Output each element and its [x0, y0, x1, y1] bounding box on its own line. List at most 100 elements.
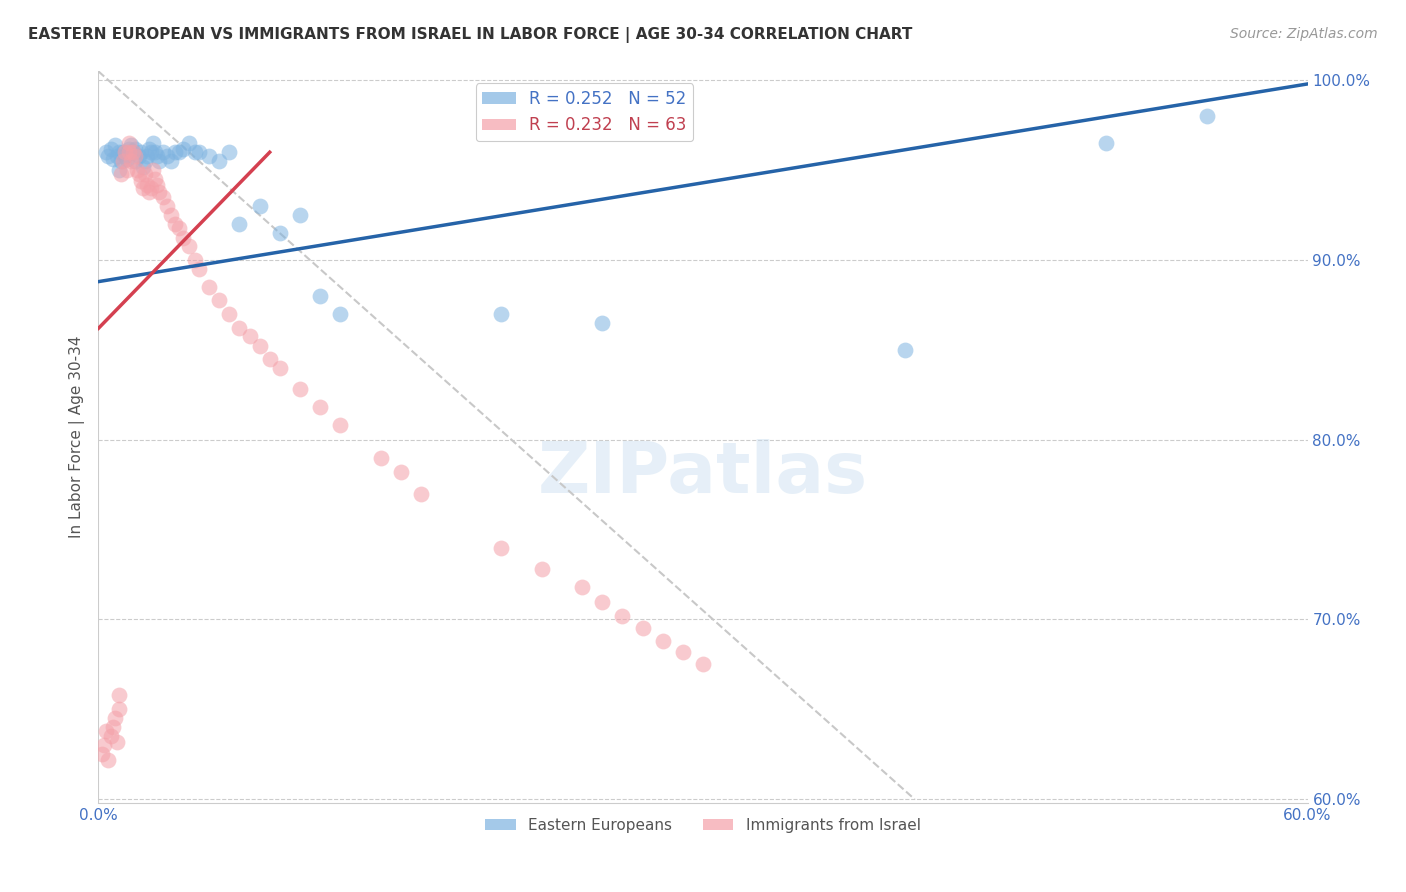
Point [107, 688, 129, 702]
Point [188, 145, 211, 160]
Point [118, 136, 141, 151]
Point [111, 154, 134, 169]
Point [218, 307, 240, 321]
Point [631, 622, 654, 636]
Point [152, 190, 174, 204]
Point [96, 723, 118, 738]
Point [135, 149, 157, 163]
Point [172, 142, 194, 156]
Point [134, 167, 156, 181]
Point [249, 199, 271, 213]
Point [167, 220, 190, 235]
Point [146, 178, 169, 192]
Point [591, 594, 613, 608]
Point [188, 262, 211, 277]
Point [91, 747, 114, 762]
Point [139, 181, 162, 195]
Point [105, 149, 128, 163]
Point [163, 145, 186, 160]
Point [218, 145, 240, 160]
Point [228, 217, 250, 231]
Point [107, 702, 129, 716]
Point [143, 145, 166, 160]
Point [179, 238, 201, 252]
Point [129, 174, 152, 188]
Point [179, 136, 201, 151]
Point [146, 149, 169, 163]
Point [208, 293, 231, 307]
Point [198, 149, 221, 163]
Point [672, 645, 695, 659]
Point [692, 657, 714, 672]
Point [370, 450, 392, 465]
Point [114, 145, 136, 160]
Point [409, 486, 432, 500]
Point [101, 153, 124, 167]
Point [103, 138, 125, 153]
Point [893, 343, 915, 357]
Point [138, 185, 160, 199]
Point [156, 149, 179, 163]
Point [208, 154, 231, 169]
Point [120, 154, 142, 169]
Point [118, 145, 141, 160]
Point [228, 321, 250, 335]
Point [115, 163, 138, 178]
Point [329, 307, 352, 321]
Point [125, 163, 148, 178]
Point [148, 154, 170, 169]
Text: EASTERN EUROPEAN VS IMMIGRANTS FROM ISRAEL IN LABOR FORCE | AGE 30-34 CORRELATIO: EASTERN EUROPEAN VS IMMIGRANTS FROM ISRA… [28, 27, 912, 43]
Point [198, 280, 221, 294]
Point [160, 154, 183, 169]
Point [128, 167, 150, 181]
Point [530, 562, 553, 576]
Point [329, 418, 352, 433]
Point [167, 145, 190, 160]
Point [160, 208, 183, 222]
Point [105, 734, 128, 748]
Point [97, 753, 120, 767]
Point [309, 289, 332, 303]
Point [651, 634, 673, 648]
Point [132, 181, 155, 195]
Point [591, 316, 613, 330]
Point [110, 154, 132, 169]
Point [184, 253, 207, 268]
Point [121, 145, 143, 160]
Point [134, 154, 156, 169]
Legend: Eastern Europeans, Immigrants from Israel: Eastern Europeans, Immigrants from Israe… [479, 812, 927, 839]
Point [612, 608, 634, 623]
Point [139, 145, 162, 160]
Point [124, 142, 146, 156]
Point [142, 163, 165, 178]
Point [152, 145, 174, 160]
Point [491, 541, 513, 555]
Point [148, 185, 170, 199]
Point [269, 226, 291, 240]
Point [128, 149, 150, 163]
Point [118, 145, 141, 160]
Point [491, 307, 513, 321]
Point [114, 149, 136, 163]
Point [118, 142, 141, 156]
Point [1195, 109, 1218, 123]
Point [110, 167, 132, 181]
Point [115, 153, 138, 167]
Point [389, 465, 412, 479]
Point [156, 199, 179, 213]
Point [93, 739, 115, 753]
Point [239, 328, 262, 343]
Point [103, 711, 125, 725]
Point [107, 163, 129, 178]
Point [132, 160, 155, 174]
Point [288, 208, 311, 222]
Point [163, 217, 186, 231]
Point [172, 231, 194, 245]
Text: ZIPatlas: ZIPatlas [538, 439, 868, 508]
Point [100, 729, 122, 743]
Point [143, 172, 166, 186]
Y-axis label: In Labor Force | Age 30-34: In Labor Force | Age 30-34 [69, 335, 84, 539]
Point [100, 142, 122, 156]
Point [124, 149, 146, 163]
Point [138, 142, 160, 156]
